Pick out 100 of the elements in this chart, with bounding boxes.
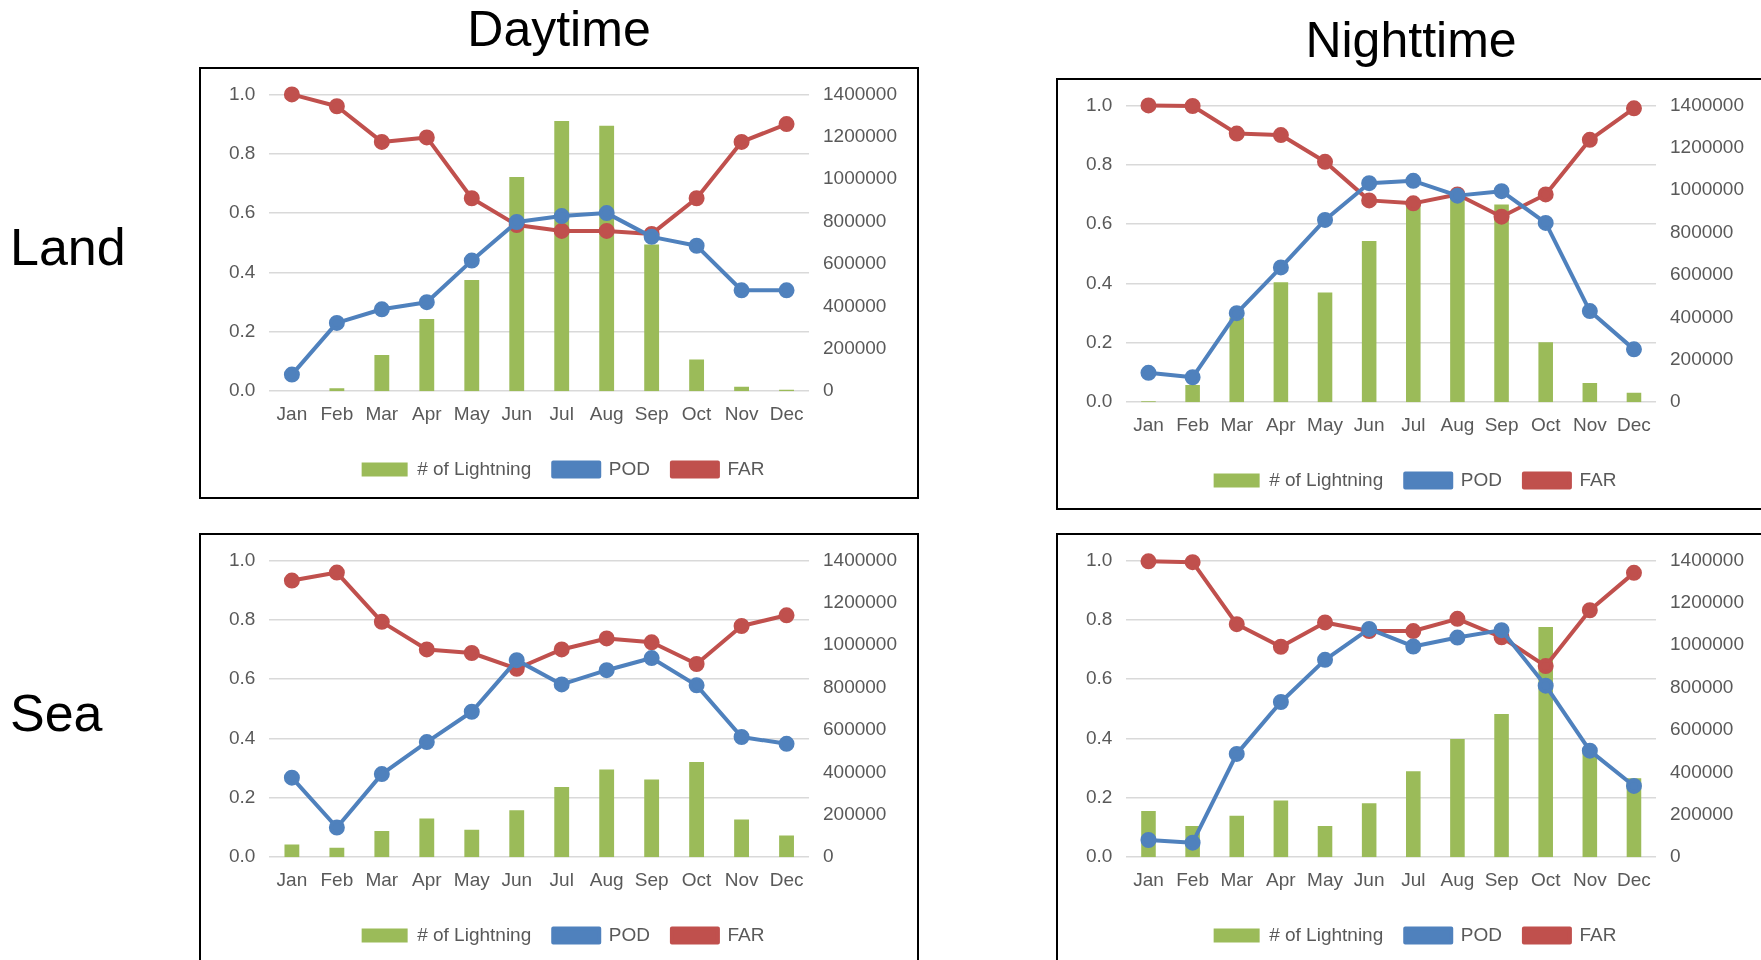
y2-tick-label: 0 bbox=[1670, 845, 1681, 867]
chart-title: Nighttime bbox=[1304, 11, 1518, 69]
legend-label: # of Lightning bbox=[1269, 923, 1384, 945]
x-tick-label: Apr bbox=[1266, 868, 1297, 890]
y2-tick-label: 800000 bbox=[823, 209, 887, 231]
y-tick-label: 0.6 bbox=[1085, 212, 1113, 234]
y-tick-label: 0.4 bbox=[1085, 726, 1113, 748]
x-tick-label: Feb bbox=[1176, 413, 1209, 435]
x-tick-label: Mar bbox=[1220, 868, 1254, 890]
y2-tick-label: 400000 bbox=[1670, 305, 1734, 327]
x-tick-label: Feb bbox=[320, 402, 354, 424]
legend-label: FAR bbox=[1579, 923, 1617, 945]
x-tick-label: Oct bbox=[1530, 868, 1562, 890]
x-tick-label: Nov bbox=[724, 402, 759, 424]
legend-label: FAR bbox=[727, 923, 765, 945]
y-tick-label: 0.2 bbox=[1085, 786, 1113, 808]
x-tick-label: Jul bbox=[1401, 413, 1426, 435]
y2-tick-label: 1000000 bbox=[1670, 633, 1744, 655]
x-tick-label: Jun bbox=[1353, 413, 1385, 435]
x-tick-label: Jun bbox=[501, 402, 533, 424]
y-tick-label: 0.6 bbox=[1085, 667, 1113, 689]
y-tick-label: 0.4 bbox=[1085, 271, 1113, 293]
y2-tick-label: 800000 bbox=[823, 675, 887, 697]
y2-tick-label: 1200000 bbox=[823, 591, 897, 613]
x-tick-label: Nov bbox=[1572, 413, 1608, 435]
x-tick-label: Jan bbox=[1133, 413, 1164, 435]
legend-label: POD bbox=[1460, 923, 1502, 945]
legend-label: # of Lightning bbox=[417, 457, 532, 479]
x-tick-label: Feb bbox=[1176, 868, 1209, 890]
y-tick-label: 0.2 bbox=[1085, 331, 1113, 353]
y-tick-label: 0.0 bbox=[228, 845, 256, 867]
y-tick-label: 0.0 bbox=[1085, 845, 1113, 867]
y-tick-label: 0.4 bbox=[228, 726, 256, 748]
y2-tick-label: 800000 bbox=[1670, 675, 1734, 697]
x-tick-label: Jun bbox=[501, 868, 533, 890]
legend-label: POD bbox=[608, 457, 650, 479]
y-tick-label: 0.8 bbox=[228, 607, 256, 629]
x-tick-label: Aug bbox=[1440, 868, 1475, 890]
y-tick-label: 1.0 bbox=[228, 82, 256, 104]
x-tick-label: Mar bbox=[1220, 413, 1254, 435]
legend-label: POD bbox=[608, 923, 650, 945]
x-tick-label: Aug bbox=[1440, 413, 1475, 435]
legend-label: POD bbox=[1460, 468, 1502, 490]
x-tick-label: May bbox=[453, 868, 491, 890]
x-tick-label: Sep bbox=[1484, 868, 1519, 890]
y2-tick-label: 1400000 bbox=[1670, 548, 1744, 570]
y2-tick-label: 200000 bbox=[823, 337, 887, 359]
y2-tick-label: 0 bbox=[823, 845, 834, 867]
y2-tick-label: 200000 bbox=[1670, 348, 1734, 370]
y2-tick-label: 400000 bbox=[1670, 760, 1734, 782]
x-tick-label: Jan bbox=[1133, 868, 1164, 890]
x-tick-label: Jul bbox=[549, 402, 574, 424]
x-tick-label: Jul bbox=[1401, 868, 1426, 890]
x-tick-label: Jul bbox=[549, 868, 574, 890]
y2-tick-label: 0 bbox=[1670, 390, 1681, 412]
x-tick-label: Mar bbox=[365, 868, 399, 890]
x-tick-label: Aug bbox=[589, 402, 624, 424]
x-tick-label: Apr bbox=[412, 402, 443, 424]
text: Land bbox=[10, 217, 126, 277]
x-tick-label: May bbox=[453, 402, 491, 424]
x-tick-label: Dec bbox=[769, 402, 804, 424]
chart-title: Daytime bbox=[466, 0, 652, 58]
y-tick-label: 0.6 bbox=[228, 667, 256, 689]
y-tick-label: 0.8 bbox=[1085, 152, 1113, 174]
y2-tick-label: 0 bbox=[823, 379, 834, 401]
legend-label: # of Lightning bbox=[1269, 468, 1384, 490]
x-tick-label: Aug bbox=[589, 868, 624, 890]
y2-tick-label: 600000 bbox=[823, 718, 887, 740]
y2-tick-label: 200000 bbox=[1670, 803, 1734, 825]
x-tick-label: Sep bbox=[634, 402, 669, 424]
x-tick-label: Nov bbox=[724, 868, 759, 890]
x-tick-label: Jun bbox=[1353, 868, 1385, 890]
y2-tick-label: 1200000 bbox=[1670, 136, 1744, 158]
y2-tick-label: 400000 bbox=[823, 760, 887, 782]
y2-tick-label: 600000 bbox=[1670, 718, 1734, 740]
text: Sea bbox=[10, 683, 103, 743]
x-tick-label: Feb bbox=[320, 868, 354, 890]
y2-tick-label: 200000 bbox=[823, 803, 887, 825]
legend-label: FAR bbox=[727, 457, 765, 479]
x-tick-label: May bbox=[1307, 868, 1344, 890]
x-tick-label: May bbox=[1307, 413, 1344, 435]
y-tick-label: 0.8 bbox=[1085, 607, 1113, 629]
y2-tick-label: 1200000 bbox=[1670, 591, 1744, 613]
x-tick-label: Jan bbox=[276, 868, 308, 890]
x-tick-label: Nov bbox=[1572, 868, 1608, 890]
y2-tick-label: 600000 bbox=[823, 252, 887, 274]
y-tick-label: 1.0 bbox=[228, 548, 256, 570]
x-tick-label: Mar bbox=[365, 402, 399, 424]
x-tick-label: Sep bbox=[1484, 413, 1519, 435]
y-tick-label: 0.2 bbox=[228, 320, 256, 342]
x-tick-label: Dec bbox=[1617, 868, 1651, 890]
y2-tick-label: 1000000 bbox=[823, 633, 897, 655]
x-tick-label: Sep bbox=[634, 868, 669, 890]
y2-tick-label: 1400000 bbox=[823, 82, 897, 104]
x-tick-label: Oct bbox=[1530, 413, 1562, 435]
y2-tick-label: 1000000 bbox=[1670, 178, 1744, 200]
x-tick-label: Dec bbox=[1617, 413, 1651, 435]
x-tick-label: Dec bbox=[769, 868, 804, 890]
x-tick-label: Apr bbox=[412, 868, 443, 890]
y-tick-label: 1.0 bbox=[1085, 548, 1113, 570]
